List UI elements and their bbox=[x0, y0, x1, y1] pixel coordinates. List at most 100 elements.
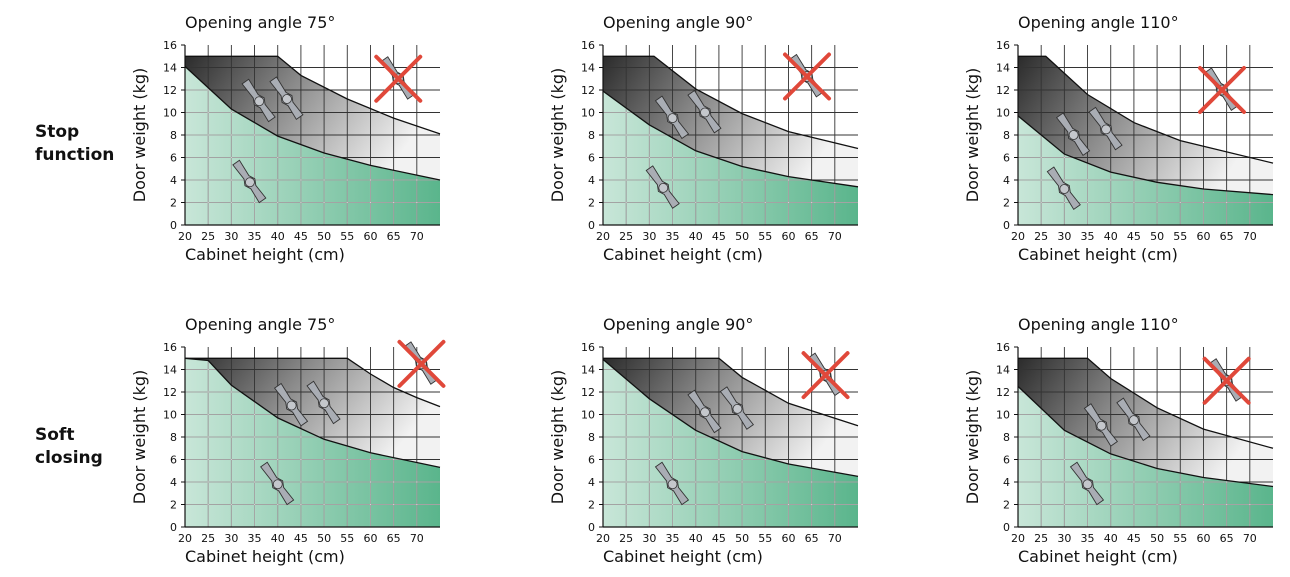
damper-zone-area bbox=[185, 358, 440, 468]
hinge-icon bbox=[687, 389, 722, 434]
upper-limit-line bbox=[603, 55, 859, 150]
crossed-hinge-icon bbox=[801, 351, 850, 400]
upper-limit-line bbox=[1018, 357, 1274, 449]
chart-title: Opening angle 90° bbox=[603, 315, 753, 334]
x-axis-label: Cabinet height (cm) bbox=[603, 547, 763, 566]
x-axis-label: Cabinet height (cm) bbox=[185, 245, 345, 264]
x-tick-label: 25 bbox=[619, 532, 633, 545]
y-tick-label: 14 bbox=[163, 364, 177, 377]
x-tick-label: 45 bbox=[294, 532, 308, 545]
y-tick-label: 16 bbox=[581, 39, 595, 52]
x-tick-label: 50 bbox=[1150, 532, 1164, 545]
y-tick-label: 4 bbox=[1003, 174, 1010, 187]
damper-zone-area bbox=[603, 56, 858, 187]
x-tick-label: 30 bbox=[1057, 230, 1071, 243]
x-tick-label: 55 bbox=[1173, 230, 1187, 243]
y-tick-label: 16 bbox=[996, 341, 1010, 354]
y-tick-label: 16 bbox=[163, 341, 177, 354]
x-tick-label: 70 bbox=[828, 230, 842, 243]
damper-zone-area bbox=[1018, 358, 1273, 487]
row-label-line: closing bbox=[35, 447, 103, 468]
x-tick-label: 30 bbox=[224, 532, 238, 545]
safe-zone-area bbox=[1018, 115, 1273, 225]
x-tick-label: 60 bbox=[363, 230, 377, 243]
y-tick-label: 4 bbox=[588, 174, 595, 187]
y-axis-label: Door weight (kg) bbox=[963, 370, 982, 505]
y-tick-label: 6 bbox=[588, 454, 595, 467]
y-tick-label: 16 bbox=[996, 39, 1010, 52]
hinge-icon bbox=[273, 382, 309, 427]
upper-limit-line bbox=[185, 55, 441, 135]
x-tick-label: 35 bbox=[1081, 230, 1095, 243]
y-tick-label: 0 bbox=[1003, 219, 1010, 232]
x-tick-label: 45 bbox=[712, 532, 726, 545]
x-tick-label: 65 bbox=[805, 532, 819, 545]
x-tick-label: 20 bbox=[1011, 532, 1025, 545]
chart-soft-90: 0 2 4 6 8 10 12 14 16 20 25 30 35 40 45 50 55 60 65 70 Openi… bbox=[538, 307, 859, 577]
y-tick-label: 8 bbox=[170, 431, 177, 444]
y-tick-label: 8 bbox=[588, 129, 595, 142]
chart-title: Opening angle 110° bbox=[1018, 315, 1179, 334]
lower-limit-line bbox=[184, 357, 441, 469]
y-tick-label: 2 bbox=[1003, 499, 1010, 512]
x-tick-label: 55 bbox=[340, 230, 354, 243]
row-label-line: Stop bbox=[35, 122, 80, 142]
upper-limit-line bbox=[603, 357, 859, 427]
lower-limit-line bbox=[184, 65, 441, 181]
y-tick-label: 0 bbox=[170, 219, 177, 232]
x-axis-label: Cabinet height (cm) bbox=[185, 547, 345, 566]
chart-title: Opening angle 75° bbox=[185, 13, 335, 32]
y-axis-label: Door weight (kg) bbox=[548, 68, 567, 203]
y-tick-label: 14 bbox=[996, 364, 1010, 377]
x-tick-label: 35 bbox=[666, 230, 680, 243]
y-tick-label: 10 bbox=[163, 409, 177, 422]
y-tick-label: 8 bbox=[1003, 129, 1010, 142]
chart-svg: 0 2 4 6 8 10 12 14 16 20 25 30 35 40 45 50 55 60 65 70 Openi… bbox=[130, 315, 446, 566]
y-tick-label: 2 bbox=[170, 197, 177, 210]
y-tick-label: 12 bbox=[163, 84, 177, 97]
y-tick-label: 12 bbox=[996, 386, 1010, 399]
y-tick-label: 4 bbox=[170, 174, 177, 187]
y-tick-label: 0 bbox=[1003, 521, 1010, 534]
upper-limit-line bbox=[185, 357, 441, 408]
hinge-icon bbox=[1069, 461, 1105, 506]
x-tick-label: 70 bbox=[828, 532, 842, 545]
chart-stop-75: 0 2 4 6 8 10 12 14 16 20 25 30 35 40 45 50 55 60 65 70 Openi… bbox=[120, 5, 441, 275]
x-tick-label: 70 bbox=[1243, 532, 1257, 545]
crossed-hinge-icon bbox=[374, 54, 423, 103]
x-tick-label: 70 bbox=[1243, 230, 1257, 243]
y-tick-label: 10 bbox=[581, 409, 595, 422]
x-tick-label: 55 bbox=[758, 230, 772, 243]
x-tick-label: 45 bbox=[1127, 230, 1141, 243]
x-tick-label: 30 bbox=[1057, 532, 1071, 545]
hinge-icon bbox=[719, 386, 755, 430]
y-axis-label: Door weight (kg) bbox=[130, 68, 149, 203]
lower-limit-line bbox=[1017, 115, 1274, 196]
hinge-icon bbox=[241, 78, 276, 123]
x-tick-label: 65 bbox=[387, 230, 401, 243]
row-label-stop-function: Stop function bbox=[35, 121, 114, 167]
damper-zone-area bbox=[1018, 56, 1273, 195]
safe-zone-area bbox=[603, 359, 858, 527]
y-tick-label: 4 bbox=[588, 476, 595, 489]
x-tick-label: 25 bbox=[1034, 230, 1048, 243]
x-tick-label: 65 bbox=[1220, 230, 1234, 243]
x-axis-label: Cabinet height (cm) bbox=[1018, 245, 1178, 264]
x-tick-label: 45 bbox=[712, 230, 726, 243]
chart-stop-90: 0 2 4 6 8 10 12 14 16 20 25 30 35 40 45 50 55 60 65 70 Openi… bbox=[538, 5, 859, 275]
x-tick-label: 45 bbox=[1127, 532, 1141, 545]
safe-zone-area bbox=[1018, 386, 1273, 527]
y-axis-label: Door weight (kg) bbox=[548, 370, 567, 505]
x-tick-label: 45 bbox=[294, 230, 308, 243]
lower-limit-line bbox=[602, 358, 859, 478]
hinge-icon bbox=[1116, 397, 1151, 442]
x-tick-label: 40 bbox=[271, 230, 285, 243]
chart-title: Opening angle 110° bbox=[1018, 13, 1179, 32]
x-tick-label: 70 bbox=[410, 532, 424, 545]
x-tick-label: 20 bbox=[596, 230, 610, 243]
x-tick-label: 30 bbox=[642, 532, 656, 545]
lower-limit-line bbox=[1017, 385, 1274, 488]
y-axis-label: Door weight (kg) bbox=[963, 68, 982, 203]
y-tick-label: 8 bbox=[170, 129, 177, 142]
hinge-icon bbox=[687, 89, 722, 134]
